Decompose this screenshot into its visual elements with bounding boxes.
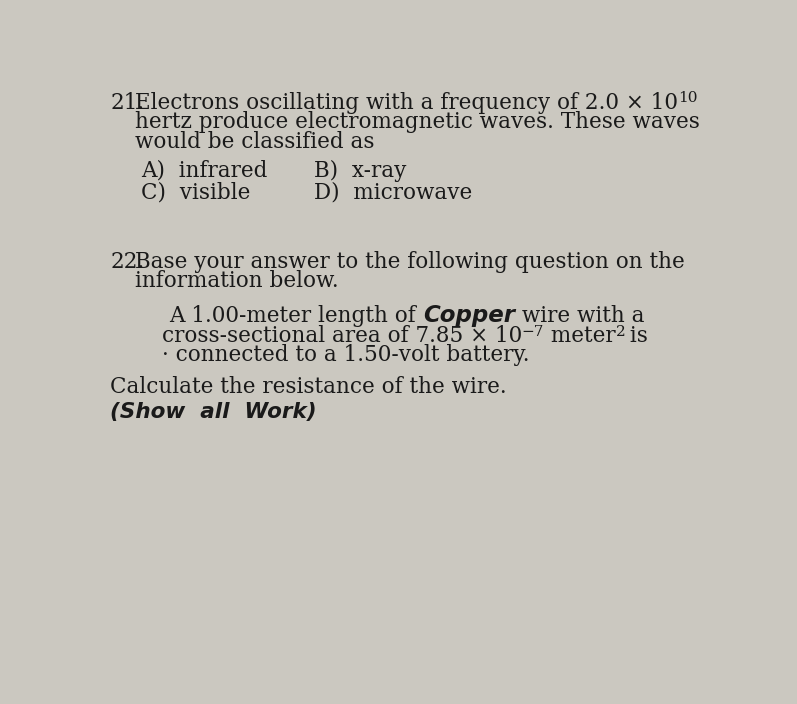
Text: is: is xyxy=(622,325,648,346)
Text: wire with a: wire with a xyxy=(515,306,645,327)
Text: Calculate the resistance of the wire.: Calculate the resistance of the wire. xyxy=(111,376,507,398)
Text: A 1.00-meter length of: A 1.00-meter length of xyxy=(170,306,423,327)
Text: C)  visible: C) visible xyxy=(142,182,251,203)
Text: Electrons oscillating with a frequency of 2.0 × 10: Electrons oscillating with a frequency o… xyxy=(135,92,678,114)
Text: Base your answer to the following question on the: Base your answer to the following questi… xyxy=(135,251,685,272)
Text: information below.: information below. xyxy=(135,270,339,292)
Text: cross-sectional area of 7.85 × 10: cross-sectional area of 7.85 × 10 xyxy=(162,325,522,346)
Text: −7: −7 xyxy=(522,325,544,339)
Text: B)  x-ray: B) x-ray xyxy=(313,160,406,182)
Text: (Show  all  Work): (Show all Work) xyxy=(111,402,317,422)
Text: 22.: 22. xyxy=(111,251,145,272)
Text: Copper: Copper xyxy=(423,304,515,327)
Text: D)  microwave: D) microwave xyxy=(313,182,472,203)
Text: A)  infrared: A) infrared xyxy=(142,160,268,182)
Text: · connected to a 1.50-volt battery.: · connected to a 1.50-volt battery. xyxy=(162,344,529,366)
Text: meter: meter xyxy=(544,325,616,346)
Text: 2: 2 xyxy=(616,325,626,339)
Text: hertz produce electromagnetic waves. These waves: hertz produce electromagnetic waves. The… xyxy=(135,111,700,133)
Text: would be classified as: would be classified as xyxy=(135,131,375,153)
Text: Copper: Copper xyxy=(423,304,515,327)
Text: 21.: 21. xyxy=(111,92,144,114)
Text: 10: 10 xyxy=(678,92,698,105)
